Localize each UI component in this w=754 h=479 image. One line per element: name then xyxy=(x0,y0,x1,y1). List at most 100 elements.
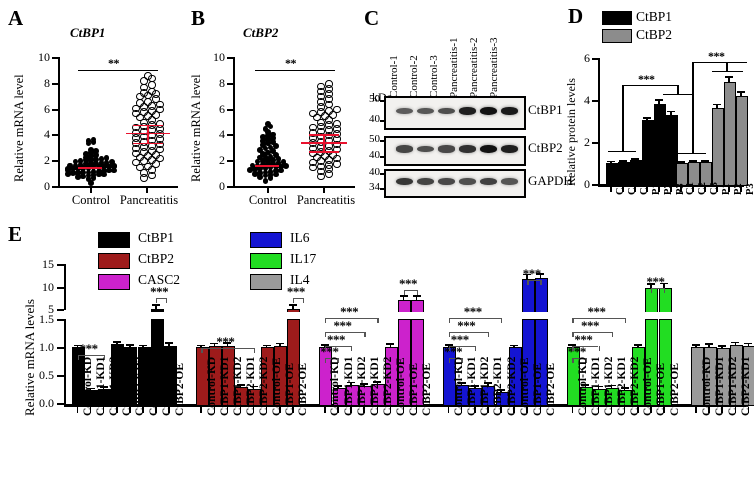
data-point-filled xyxy=(254,158,261,165)
panel-d-xtick xyxy=(646,187,648,192)
panel-e-legend-label-ctbp2: CtBP2 xyxy=(138,251,175,266)
data-point-filled xyxy=(262,172,269,179)
ytick xyxy=(592,142,598,144)
ytick xyxy=(57,375,64,378)
panel-e-bar xyxy=(235,387,248,406)
panel-e-bar xyxy=(371,384,385,406)
data-point-filled xyxy=(270,139,276,145)
ytick xyxy=(52,160,58,163)
panel-d-xlabel: P2 xyxy=(663,183,674,195)
ytick xyxy=(57,319,64,322)
data-point-filled xyxy=(72,162,79,169)
panel-e-xtick xyxy=(610,407,613,413)
panel-b-sigbar xyxy=(255,70,335,71)
panel-e-errorbar-cap xyxy=(581,384,590,386)
panel-e-bar xyxy=(606,387,620,406)
panel-c-lane-label: Control-2 xyxy=(408,55,420,98)
panel-d-errorbar-vert xyxy=(658,98,660,105)
data-point-filled xyxy=(65,166,71,173)
panel-d-legend-swatch-ctbp1 xyxy=(602,11,632,25)
panel-d-sig2-right xyxy=(712,71,743,72)
panel-e-sig: *** xyxy=(574,332,593,347)
panel-e-sig: *** xyxy=(150,284,169,299)
panel-e-xlabel: CtBP1-KD1 xyxy=(466,356,479,416)
data-point-filled xyxy=(85,169,92,176)
panel-e-errorbar-cap xyxy=(412,295,421,297)
panel-e-xlabel: CtBP1-OE xyxy=(655,362,668,416)
panel-e-xtick xyxy=(116,407,118,413)
panel-c-kda-marker: 50 xyxy=(369,133,380,145)
panel-e-errorbar-cap xyxy=(718,345,727,347)
data-point-filled xyxy=(257,147,263,153)
panel-e-sigbar-tick xyxy=(403,290,405,295)
ytick xyxy=(227,57,233,59)
panel-e-errorbar-vert xyxy=(155,304,157,309)
panel-d-errorbar-vert xyxy=(740,90,742,96)
panel-d-errorbar-vert xyxy=(716,103,718,109)
data-point-filled xyxy=(275,156,282,162)
panel-e-sigbar-tick xyxy=(292,298,295,303)
panel-d-errorbar-cap xyxy=(655,98,663,101)
ytick-label: 8 xyxy=(219,76,225,90)
panel-e-xtick xyxy=(363,407,365,413)
data-point-filled xyxy=(260,134,266,140)
panel-e-xlabel: CtBP2-KD1 xyxy=(739,356,752,416)
panel-e-bar xyxy=(85,389,99,406)
ytick-label: 5 xyxy=(48,302,54,316)
ytick xyxy=(592,58,598,60)
panel-e-xtick xyxy=(584,407,587,413)
panel-d-errorbar-cap xyxy=(607,160,615,163)
panel-d-errorbar-cap xyxy=(667,110,675,113)
data-point-open xyxy=(136,113,144,122)
panel-d-errorbar-cap xyxy=(725,76,733,79)
panel-a-err-vert xyxy=(147,124,149,143)
panel-d-xlabel: P1 xyxy=(721,183,732,195)
panel-a-err-lower xyxy=(133,142,163,144)
data-point-filled xyxy=(103,159,110,166)
panel-d-sig1-right xyxy=(663,94,694,95)
data-point-filled xyxy=(265,132,271,139)
panel-e-xlabel: CtBP2-OE xyxy=(668,362,681,416)
panel-e-xlabel: Control-OE xyxy=(642,357,655,416)
panel-e-bar-upper xyxy=(521,278,535,312)
panel-d-sig2-vr xyxy=(726,62,728,71)
panel-e-sig: *** xyxy=(457,318,476,333)
panel-e-sigbar-tick xyxy=(448,346,450,351)
panel-b-xlabel-pancreatitis: Pancreatitis xyxy=(296,193,356,207)
panel-e-bar xyxy=(72,347,85,406)
data-point-open xyxy=(321,112,329,120)
panel-e-errorbar-cap xyxy=(236,384,245,386)
panel-e-xlabel: CtBP2-KD1 xyxy=(121,356,134,416)
ytick-label: 0 xyxy=(44,179,50,193)
data-point-filled xyxy=(265,140,271,147)
data-point-open xyxy=(156,145,164,154)
data-point-filled xyxy=(75,165,81,172)
panel-e-bar xyxy=(482,385,496,406)
panel-e-errorbar-cap xyxy=(288,304,297,306)
panel-e-errorbar-cap xyxy=(399,295,408,297)
panel-a-xlabel-control: Control xyxy=(71,193,111,207)
data-point-filled xyxy=(267,175,274,182)
data-point-filled xyxy=(85,176,92,182)
data-point-filled xyxy=(247,167,253,173)
panel-d-bar xyxy=(700,161,712,186)
panel-e-sigbar-tick xyxy=(527,280,529,285)
panel-e-sigbar-tick xyxy=(324,332,327,337)
panel-e-errorbar-vert xyxy=(747,342,750,347)
panel-e-xtick xyxy=(279,407,281,413)
panel-e-errorbar-cap xyxy=(510,344,519,347)
panel-e-sigbar xyxy=(572,318,625,320)
ytick xyxy=(592,184,598,186)
panel-e-sigbar xyxy=(403,290,417,292)
panel-d-xlabel: C3 xyxy=(639,182,650,195)
panel-a-mean-control xyxy=(78,167,102,169)
panel-a-xlabel-pancreatitis: Pancreatitis xyxy=(119,193,179,207)
panel-e-sigbar xyxy=(448,358,462,360)
ytick xyxy=(52,186,58,188)
panel-e-sig: *** xyxy=(580,318,600,333)
data-point-filled xyxy=(93,160,99,167)
data-point-filled xyxy=(103,155,110,162)
xtick xyxy=(267,188,269,193)
data-point-filled xyxy=(273,152,279,158)
panel-d-sig2-top xyxy=(692,62,747,63)
